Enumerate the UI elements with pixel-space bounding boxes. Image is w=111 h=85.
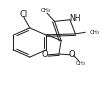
Text: CH₃: CH₃ (76, 61, 86, 66)
Text: CH₃: CH₃ (41, 8, 51, 13)
Text: O: O (69, 50, 75, 59)
Text: O: O (42, 50, 49, 59)
Text: Cl: Cl (19, 10, 27, 19)
Text: NH: NH (69, 14, 81, 23)
Text: CH₃: CH₃ (90, 30, 100, 35)
